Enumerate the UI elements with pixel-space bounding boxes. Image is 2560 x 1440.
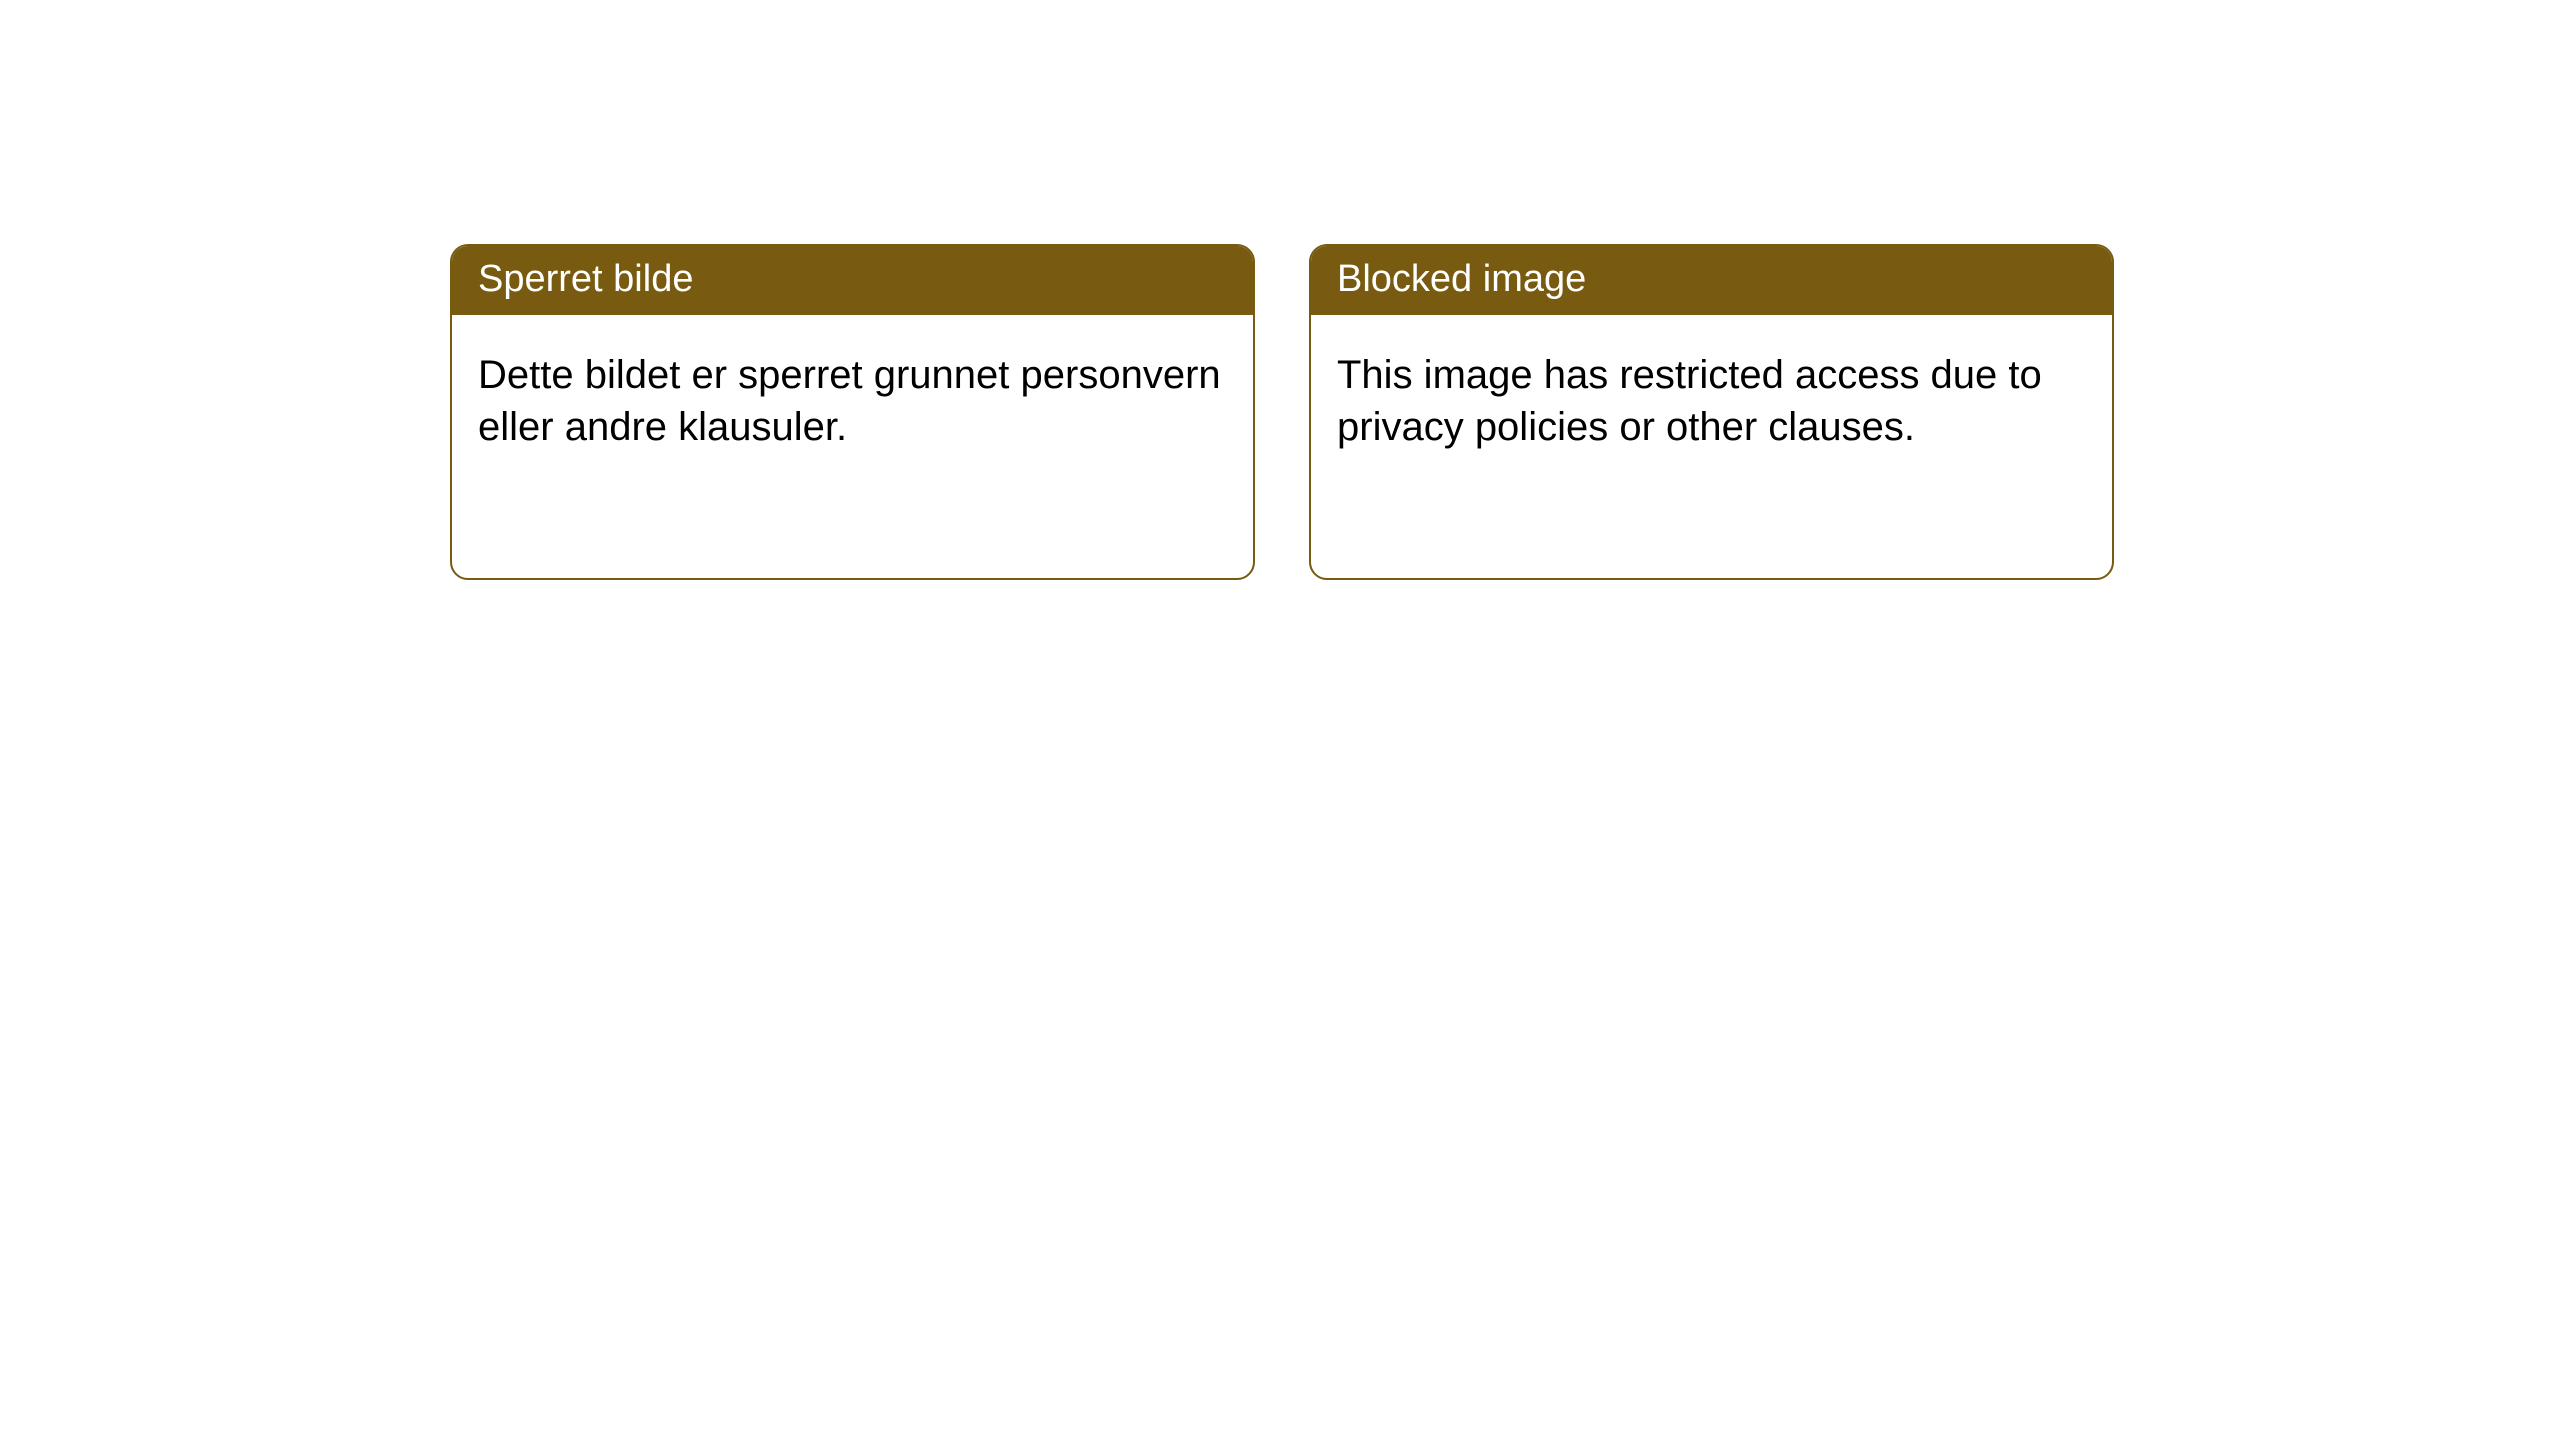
notice-container: Sperret bilde Dette bildet er sperret gr… — [450, 244, 2114, 580]
notice-body-english: This image has restricted access due to … — [1311, 315, 2112, 479]
notice-header-norwegian: Sperret bilde — [452, 246, 1253, 315]
notice-box-english: Blocked image This image has restricted … — [1309, 244, 2114, 580]
notice-body-norwegian: Dette bildet er sperret grunnet personve… — [452, 315, 1253, 479]
notice-header-english: Blocked image — [1311, 246, 2112, 315]
notice-box-norwegian: Sperret bilde Dette bildet er sperret gr… — [450, 244, 1255, 580]
